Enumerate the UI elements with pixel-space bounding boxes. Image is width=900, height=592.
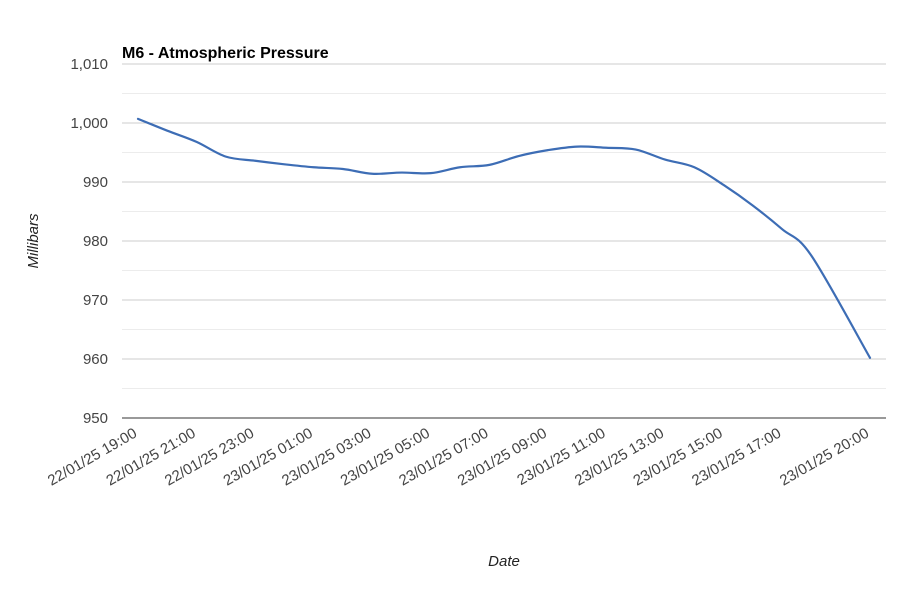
y-axis-title: Millibars: [25, 213, 42, 269]
y-tick-label: 950: [83, 410, 108, 427]
y-tick-label: 990: [83, 174, 108, 191]
y-tick-label: 960: [83, 351, 108, 368]
chart-title: M6 - Atmospheric Pressure: [122, 45, 329, 62]
x-tick-label: 23/01/25 20:00: [777, 425, 872, 490]
y-tick-label: 970: [83, 292, 108, 309]
y-axis-ticks: 950 960 970 980 990 1,000 1,010: [70, 56, 108, 427]
series-line: [136, 117, 872, 359]
y-tick-label: 1,000: [70, 115, 108, 132]
gridlines: [122, 63, 886, 389]
y-tick-label: 980: [83, 233, 108, 250]
x-axis-title: Date: [488, 553, 520, 570]
y-tick-label: 1,010: [70, 56, 108, 73]
